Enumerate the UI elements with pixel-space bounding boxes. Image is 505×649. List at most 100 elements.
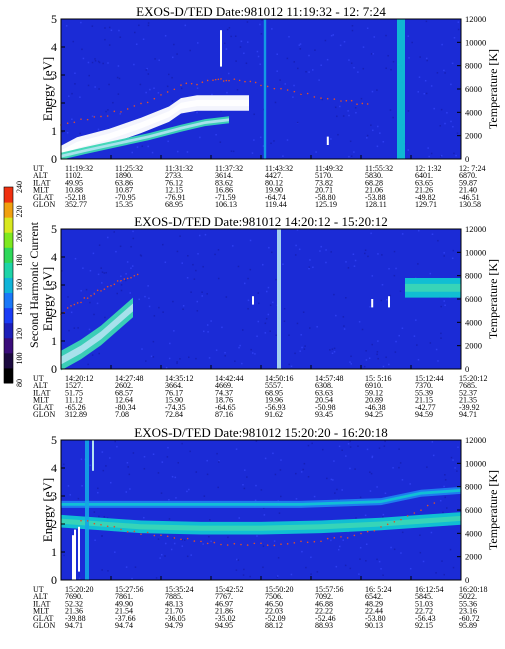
noise-speck (301, 346, 303, 349)
noise-speck (435, 572, 437, 574)
temperature-axis-label: Temperature [K] (486, 259, 500, 339)
orbit-cell: 11:31:32 (165, 164, 193, 173)
spike-line (92, 440, 94, 471)
noise-speck (206, 459, 208, 462)
orbit-row-label: ALT (33, 381, 48, 390)
noise-speck (145, 91, 147, 94)
noise-speck (314, 49, 316, 51)
noise-speck (203, 495, 206, 497)
noise-speck (418, 76, 421, 78)
temperature-tick-label: 10000 (465, 458, 486, 468)
energy-band-core (61, 118, 229, 158)
noise-speck (267, 286, 270, 289)
noise-speck (310, 556, 312, 559)
noise-speck (181, 262, 184, 264)
noise-speck (257, 320, 260, 323)
noise-speck (332, 34, 335, 36)
noise-speck (189, 450, 191, 453)
noise-speck (288, 36, 290, 38)
noise-speck (444, 304, 446, 307)
temperature-tick-label: 4000 (465, 317, 482, 327)
noise-speck (381, 283, 384, 286)
noise-speck (334, 492, 336, 494)
temperature-point (180, 84, 182, 86)
noise-speck (168, 357, 171, 360)
noise-speck (71, 92, 73, 95)
noise-speck (141, 348, 143, 350)
noise-speck (311, 442, 313, 445)
noise-speck (219, 141, 222, 143)
noise-speck (452, 125, 454, 128)
noise-speck (393, 548, 396, 551)
noise-speck (243, 52, 245, 55)
noise-speck (87, 363, 89, 366)
colorbar-swatch (4, 307, 13, 324)
noise-speck (288, 334, 290, 336)
energy-tick-label: 4 (51, 40, 57, 54)
noise-speck (97, 491, 99, 494)
noise-speck (189, 49, 191, 52)
orbit-cell: 15.35 (115, 200, 133, 209)
orbit-cell: 15:27:56 (115, 585, 143, 594)
noise-speck (384, 440, 386, 443)
colorbar-swatch (4, 217, 13, 233)
orbit-cell: 93.45 (315, 410, 333, 419)
noise-speck (308, 54, 310, 57)
noise-speck (387, 54, 389, 57)
orbit-cell: 11:25:32 (115, 164, 143, 173)
temperature-point (76, 302, 79, 304)
noise-speck (424, 79, 427, 82)
temperature-point (133, 274, 136, 277)
noise-speck (116, 445, 118, 448)
noise-speck (184, 539, 186, 541)
noise-speck (101, 569, 103, 571)
orbit-cell: -46.51 (459, 193, 480, 202)
noise-speck (190, 554, 192, 556)
noise-speck (98, 515, 100, 518)
noise-speck (202, 330, 205, 333)
orbit-cell: 91.62 (265, 410, 283, 419)
noise-speck (378, 447, 381, 449)
noise-speck (164, 35, 167, 37)
noise-speck (230, 150, 233, 152)
temperature-point (166, 91, 169, 93)
temperature-point (136, 273, 139, 276)
orbit-cell: -64.74 (265, 193, 286, 202)
noise-speck (440, 332, 442, 335)
noise-speck (110, 29, 113, 32)
orbit-cell: 7685. (459, 381, 477, 390)
orbit-cell: 68.95 (265, 388, 283, 397)
noise-speck (401, 233, 404, 235)
orbit-cell: 11:55:32 (365, 164, 393, 173)
noise-speck (94, 60, 97, 62)
energy-band-core (405, 283, 461, 292)
noise-speck (173, 542, 176, 545)
noise-speck (103, 515, 106, 518)
noise-speck (240, 40, 243, 43)
noise-speck (320, 245, 322, 248)
noise-speck (102, 469, 105, 472)
noise-speck (176, 250, 179, 253)
noise-speck (303, 348, 306, 350)
noise-speck (106, 517, 109, 519)
noise-speck (446, 507, 448, 509)
noise-speck (217, 277, 220, 280)
orbit-cell: 15:12:44 (415, 374, 443, 383)
noise-speck (378, 560, 381, 563)
noise-speck (61, 131, 64, 133)
noise-speck (417, 359, 420, 361)
orbit-row-label: UT (33, 374, 44, 383)
noise-speck (168, 518, 171, 520)
noise-speck (135, 43, 138, 45)
noise-speck (101, 451, 104, 453)
noise-speck (408, 57, 410, 59)
orbit-cell: 46.50 (265, 599, 283, 608)
orbit-cell: -37.66 (115, 614, 136, 623)
noise-speck (370, 53, 373, 55)
noise-speck (376, 486, 378, 488)
noise-speck (253, 139, 255, 141)
noise-speck (162, 243, 164, 246)
noise-speck (355, 517, 357, 519)
noise-speck (370, 472, 373, 475)
noise-speck (225, 296, 228, 298)
